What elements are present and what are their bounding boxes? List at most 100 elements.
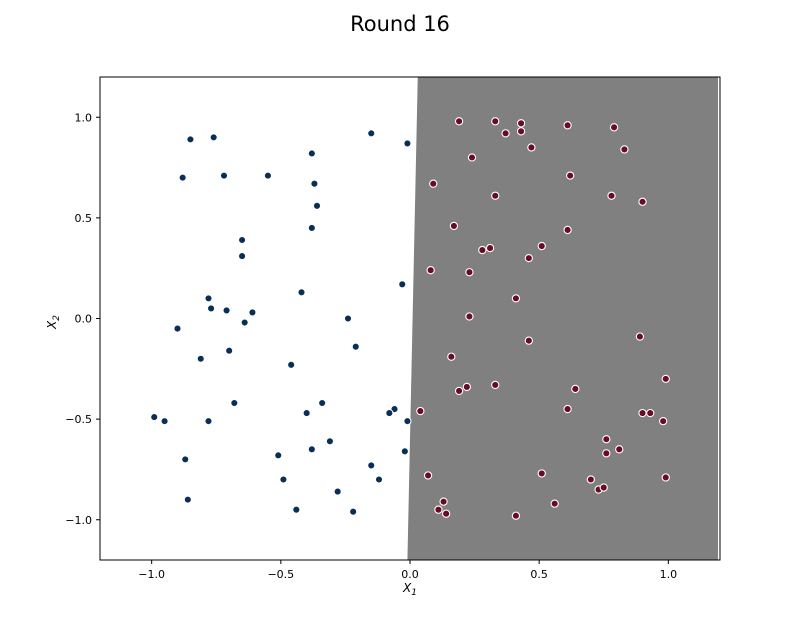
data-point-positive xyxy=(491,191,500,200)
y-tick-label: −0.5 xyxy=(65,413,92,426)
data-point-positive xyxy=(491,380,500,390)
x-axis: −1.0 −0.5 0.0 0.5 1.0 xyxy=(138,560,677,581)
data-point-negative xyxy=(204,416,213,426)
data-point-positive xyxy=(602,435,611,444)
data-point-negative xyxy=(274,451,283,460)
data-point-negative xyxy=(325,437,335,446)
data-point-negative xyxy=(230,398,239,408)
data-point-positive xyxy=(550,499,559,508)
chart-title: Round 16 xyxy=(350,12,450,36)
data-point-negative xyxy=(318,398,327,408)
y-tick-label: 0.0 xyxy=(75,313,93,326)
data-point-negative xyxy=(222,306,231,315)
data-point-negative xyxy=(403,139,412,148)
y-tick-label: −1.0 xyxy=(65,514,92,527)
data-point-positive xyxy=(661,473,670,482)
decision-region-positive xyxy=(407,77,718,560)
y-tick-label: 0.5 xyxy=(75,212,93,225)
x-tick-label: −0.5 xyxy=(267,568,294,581)
data-point-negative xyxy=(196,354,205,363)
data-point-positive xyxy=(426,266,435,275)
data-point-negative xyxy=(351,342,360,351)
x-tick-label: −1.0 xyxy=(138,568,165,581)
data-point-positive xyxy=(661,374,670,384)
data-point-negative xyxy=(204,294,213,303)
data-point-positive xyxy=(516,119,526,128)
data-point-negative xyxy=(183,495,192,504)
data-point-negative xyxy=(263,171,273,180)
data-point-positive xyxy=(454,386,464,396)
data-point-positive xyxy=(615,445,624,454)
data-point-negative xyxy=(237,235,247,245)
data-point-positive xyxy=(511,511,521,520)
data-point-positive xyxy=(527,143,536,152)
data-point-positive xyxy=(635,332,645,341)
data-point-negative xyxy=(312,201,322,210)
data-point-positive xyxy=(485,243,495,253)
data-point-negative xyxy=(297,288,306,297)
data-point-positive xyxy=(602,449,611,458)
data-point-positive xyxy=(566,171,575,180)
data-point-negative xyxy=(343,314,353,323)
y-axis-label: X2 xyxy=(45,315,62,330)
data-point-negative xyxy=(398,280,407,289)
data-point-negative xyxy=(349,507,358,516)
data-point-positive xyxy=(447,352,456,361)
data-point-negative xyxy=(385,408,394,418)
y-axis-label-text: X xyxy=(45,320,59,330)
plot-area xyxy=(99,76,721,561)
data-point-positive xyxy=(638,197,647,206)
data-point-positive xyxy=(599,483,608,492)
data-point-positive xyxy=(491,117,500,126)
x-tick-label: 0.0 xyxy=(401,568,419,581)
data-point-negative xyxy=(403,416,412,426)
data-point-negative xyxy=(307,149,316,158)
data-point-negative xyxy=(279,475,288,484)
data-point-positive xyxy=(511,294,521,303)
data-point-positive xyxy=(563,121,572,130)
data-point-negative xyxy=(206,304,216,313)
data-point-positive xyxy=(478,245,487,255)
y-tick-label: 1.0 xyxy=(75,111,93,124)
data-point-negative xyxy=(225,346,234,355)
data-point-negative xyxy=(367,129,376,138)
data-point-positive xyxy=(516,127,526,136)
data-point-positive xyxy=(586,475,595,484)
data-point-positive xyxy=(620,145,629,154)
data-point-positive xyxy=(416,406,425,416)
data-point-negative xyxy=(307,445,316,454)
data-point-negative xyxy=(150,412,159,422)
data-point-positive xyxy=(563,225,572,235)
data-point-negative xyxy=(374,475,384,484)
data-point-positive xyxy=(524,336,533,345)
data-point-positive xyxy=(454,117,464,126)
data-point-negative xyxy=(160,416,169,426)
data-point-positive xyxy=(537,241,546,251)
data-point-positive xyxy=(434,505,443,514)
data-point-positive xyxy=(465,268,474,277)
data-point-positive xyxy=(537,469,546,478)
data-point-negative xyxy=(248,308,257,317)
data-point-negative xyxy=(186,135,195,144)
data-point-negative xyxy=(367,461,376,470)
data-point-negative xyxy=(302,408,311,418)
data-point-positive xyxy=(449,221,459,231)
data-point-negative xyxy=(400,447,409,456)
data-point-negative xyxy=(181,455,190,464)
data-point-positive xyxy=(429,179,438,188)
y-axis-label-subscript: 2 xyxy=(52,315,62,321)
data-point-positive xyxy=(609,123,619,132)
data-point-positive xyxy=(524,253,533,263)
data-point-positive xyxy=(442,509,451,518)
data-point-negative xyxy=(292,505,301,514)
data-point-negative xyxy=(178,173,187,182)
y-axis: −1.0 −0.5 0.0 0.5 1.0 xyxy=(65,111,100,527)
x-tick-label: 1.0 xyxy=(660,568,678,581)
points-layer xyxy=(150,117,670,520)
x-tick-label: 0.5 xyxy=(530,568,548,581)
x-axis-label: X1 xyxy=(402,581,417,598)
data-point-positive xyxy=(467,153,477,162)
data-point-negative xyxy=(310,179,319,188)
data-point-positive xyxy=(646,408,655,418)
x-axis-label-subscript: 1 xyxy=(411,588,417,598)
